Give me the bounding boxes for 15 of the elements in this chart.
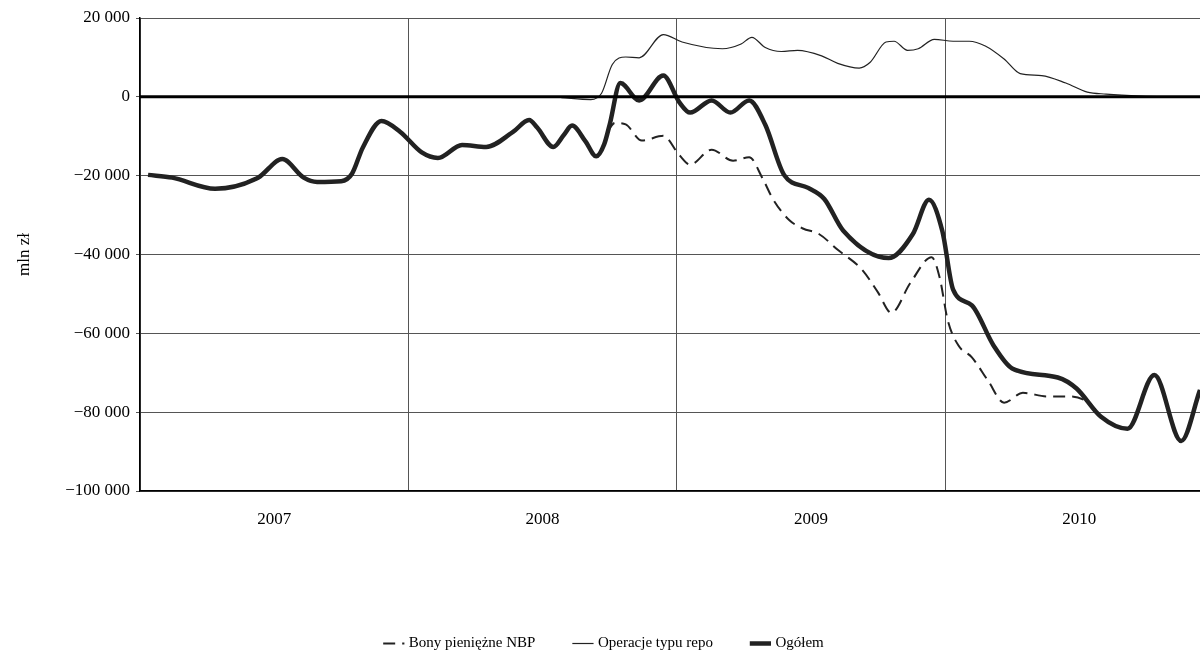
legend-label: Operacje typu repo — [597, 634, 713, 651]
legend-label: Ogółem — [775, 634, 825, 651]
y-tick-label: −20 000 — [73, 165, 130, 185]
y-tick-label: 0 — [121, 86, 130, 106]
y-tick-label: −100 000 — [65, 480, 130, 500]
y-tick-label: 20 000 — [83, 7, 130, 27]
y-axis-title: mln zł — [13, 232, 33, 276]
y-tick-label: −80 000 — [73, 401, 130, 421]
y-tick-label: −60 000 — [73, 322, 130, 342]
legend-label: Bony pieniężne NBP — [408, 634, 536, 651]
x-tick-label: 2008 — [525, 508, 560, 528]
y-tick-label: −40 000 — [73, 243, 130, 263]
x-tick-label: 2010 — [1062, 508, 1097, 528]
x-tick-label: 2009 — [793, 508, 828, 528]
x-tick-label: 2007 — [257, 508, 292, 528]
